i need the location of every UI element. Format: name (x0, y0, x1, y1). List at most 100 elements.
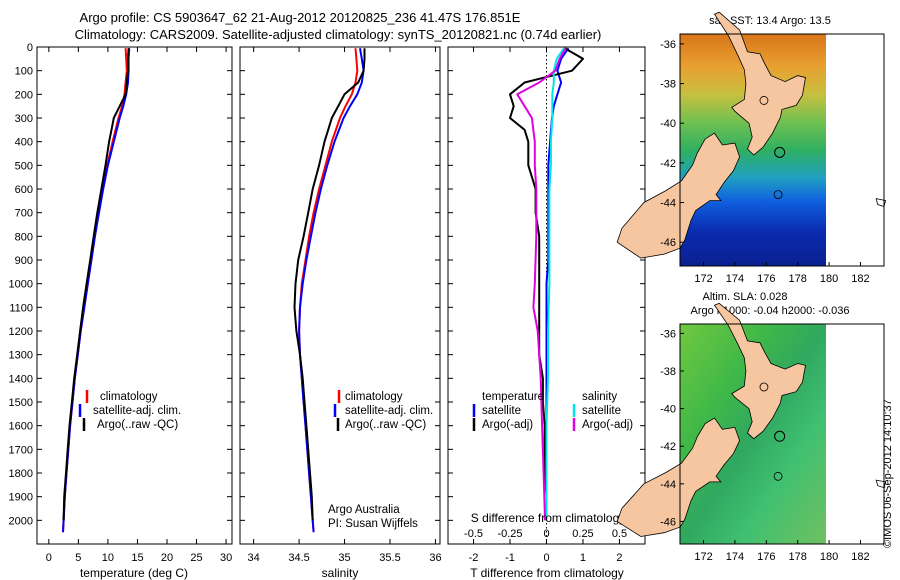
lon-tick-label: 180 (820, 551, 838, 563)
depth-tick-label: 600 (15, 184, 33, 196)
legend-label-argo: Argo(..raw -QC) (345, 419, 426, 431)
difference-series (509, 47, 584, 521)
x-tick-label: 34.5 (288, 552, 309, 564)
sst-no-data (826, 34, 884, 266)
depth-tick-label: 700 (15, 208, 33, 220)
lat-tick-label: -38 (660, 79, 676, 91)
salinity-depth-ticks (240, 46, 440, 521)
difference-plot: -2 -1 0 1 2 -0.5 -0.25 0 0.25 0.5 T difference f… (447, 46, 646, 580)
salinity-plot: 34 34.5 35 35.5 36 salinity climatology sate… (239, 46, 442, 580)
sla-map-ticks: 172 174 176 178 180 182 -36 -38 -40 -42 -44 -46 (660, 328, 870, 563)
depth-tick-label: 1500 (9, 397, 33, 409)
lon-tick-label: 182 (851, 551, 869, 563)
lon-tick-label: 172 (694, 551, 712, 563)
s-diff-tick-label: -0.5 (464, 528, 483, 540)
depth-tick-label: 1800 (9, 468, 33, 480)
lon-tick-label: 176 (757, 273, 775, 285)
depth-tick-label: 100 (15, 66, 33, 78)
lat-tick-label: -40 (660, 404, 676, 416)
x-tick-label: 35 (338, 552, 350, 564)
sla-map-title: Altim. SLA: 0.028 (703, 291, 788, 303)
temperature-xlabel: temperature (deg C) (80, 566, 188, 580)
sla-no-data (826, 324, 884, 544)
legend-label-t-argo: Argo(-adj) (482, 419, 533, 431)
contour-ring (773, 190, 783, 200)
annotation-pi: PI: Susan Wijffels (328, 518, 418, 530)
sst-map-ticks: 172 174 176 178 180 182 -36 -38 -40 -42 -44 -46 (660, 39, 870, 285)
depth-tick-label: 1300 (9, 350, 33, 362)
x-tick-label: 2 (616, 552, 622, 564)
depth-tick-label: 1700 (9, 444, 33, 456)
contour-ring (759, 96, 769, 105)
title-line-1: Argo profile: CS 5903647_62 21-Aug-2012 … (80, 10, 521, 25)
argo-position-marker (774, 430, 786, 442)
legend-label-s-satellite: satellite (582, 405, 621, 417)
salinity-xlabel: salinity (322, 566, 359, 580)
depth-tick-label: 1900 (9, 492, 33, 504)
sst-map-frame (679, 33, 885, 267)
salinity-series (293, 48, 366, 533)
depth-tick-label: 1100 (9, 302, 33, 314)
x-tick-label: 5 (75, 552, 81, 564)
depth-tick-label: 1000 (9, 279, 33, 291)
legend-label-t-satellite: satellite (482, 405, 521, 417)
legend-label-satellite: satellite-adj. clim. (93, 405, 181, 417)
t-difference-xlabel: T difference from climatology (470, 566, 624, 580)
lat-tick-label: -44 (660, 198, 676, 210)
sst-map: sat. SST: 13.4 Argo: 13.5 172 174 176 178 18… (616, 11, 887, 285)
depth-tick-label: 900 (15, 255, 33, 267)
salinity-plot-frame (239, 46, 441, 545)
series-line-argo-raw-qc- (62, 48, 130, 521)
lat-tick-label: -44 (660, 479, 676, 491)
lat-tick-label: -36 (660, 39, 676, 51)
lon-tick-label: 178 (789, 551, 807, 563)
series-line-salinity-argo-adj- (516, 47, 567, 521)
x-tick-label: -1 (505, 552, 515, 564)
temperature-plot: 0 5 10 15 20 25 30 0 100 200 300 400 500 600 700 800 90… (9, 42, 233, 580)
depth-tick-label: 200 (15, 89, 33, 101)
temperature-axis-ticks: 0 5 10 15 20 25 30 (46, 47, 232, 564)
lon-tick-label: 174 (726, 273, 744, 285)
x-tick-label: 35.5 (379, 552, 400, 564)
x-tick-label: 36 (429, 552, 441, 564)
salinity-axis-ticks: 34 34.5 35 35.5 36 (248, 47, 442, 564)
south-island (616, 132, 741, 259)
lon-tick-label: 174 (726, 551, 744, 563)
legend-label-climatology: climatology (345, 391, 403, 403)
legend-label-satellite: satellite-adj. clim. (345, 405, 433, 417)
x-tick-label: -2 (469, 552, 479, 564)
sla-map-subtitle: Argo h1000: -0.04 h2000: -0.036 (690, 305, 849, 317)
temperature-plot-frame (36, 46, 233, 545)
legend-group-temperature: temperature (482, 391, 544, 403)
s-diff-tick-label: 0.25 (572, 528, 593, 540)
lat-tick-label: -36 (660, 328, 676, 340)
argo-position-marker (774, 146, 786, 158)
series-line-climatology (62, 48, 128, 533)
s-diff-tick-label: 0.5 (612, 528, 627, 540)
lat-tick-label: -40 (660, 118, 676, 130)
x-tick-label: 30 (220, 552, 232, 564)
annotation-agency: Argo Australia (328, 504, 400, 516)
argo-position-circle (774, 430, 786, 442)
lon-tick-label: 180 (820, 273, 838, 285)
contour-ring (773, 471, 783, 481)
credit-timestamp: ©IMOS 06-Sep-2012 14:10:37 (882, 399, 894, 548)
depth-tick-label: 0 (27, 42, 33, 54)
temperature-legend: climatology satellite-adj. clim. Argo(..… (78, 390, 181, 431)
new-zealand-land (616, 302, 887, 537)
contour-ring (759, 382, 769, 392)
depth-tick-label: 800 (15, 231, 33, 243)
series-line-satellite-adj-clim- (62, 48, 131, 533)
depth-axis-ticks: 0 100 200 300 400 500 600 700 800 900 1000 1100 1200… (9, 42, 232, 527)
north-island (713, 302, 806, 440)
depth-tick-label: 1400 (9, 373, 33, 385)
x-tick-label: 1 (580, 552, 586, 564)
sla-map: Altim. SLA: 0.028 Argo h1000: -0.04 h200… (616, 291, 887, 563)
sla-map-frame (679, 323, 885, 545)
lon-tick-label: 176 (757, 551, 775, 563)
lat-tick-label: -46 (660, 237, 676, 249)
lat-tick-label: -46 (660, 516, 676, 528)
x-tick-label: 20 (161, 552, 173, 564)
depth-tick-label: 1200 (9, 326, 33, 338)
series-line-salinity-satellite (545, 47, 565, 521)
